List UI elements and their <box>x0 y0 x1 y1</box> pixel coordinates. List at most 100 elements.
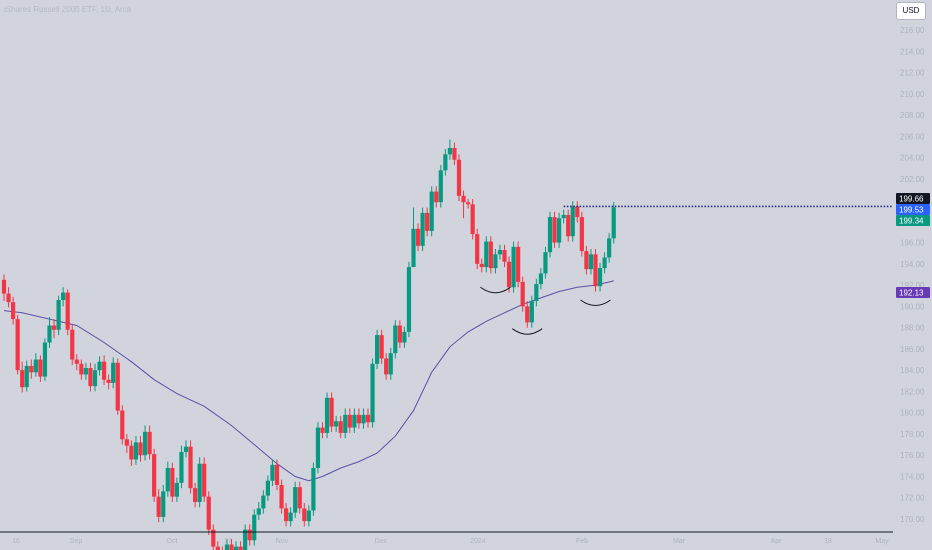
candle[interactable] <box>384 353 389 380</box>
candle[interactable] <box>434 186 439 208</box>
candle[interactable] <box>261 490 266 514</box>
candle[interactable] <box>534 278 539 307</box>
candle[interactable] <box>406 261 412 338</box>
candle[interactable] <box>220 546 224 550</box>
candle[interactable] <box>106 374 111 390</box>
candle[interactable] <box>156 489 161 523</box>
candle[interactable] <box>274 459 280 491</box>
candle[interactable] <box>138 436 143 462</box>
candle[interactable] <box>238 541 243 550</box>
candle[interactable] <box>607 233 612 263</box>
candlesticks[interactable] <box>1 139 616 550</box>
candle[interactable] <box>79 359 84 380</box>
candle[interactable] <box>588 248 594 275</box>
candle[interactable] <box>597 262 603 292</box>
candle[interactable] <box>379 329 384 364</box>
candle[interactable] <box>393 320 398 359</box>
candle[interactable] <box>302 503 307 527</box>
candle[interactable] <box>243 524 248 550</box>
candle[interactable] <box>6 287 11 308</box>
candle[interactable] <box>229 539 234 550</box>
candle[interactable] <box>575 201 580 223</box>
candle[interactable] <box>511 241 516 293</box>
candle[interactable] <box>484 236 489 273</box>
candle[interactable] <box>129 440 134 466</box>
candle[interactable] <box>584 245 589 275</box>
candle[interactable] <box>352 408 357 433</box>
candle[interactable] <box>338 415 343 439</box>
candle[interactable] <box>502 244 507 268</box>
candle[interactable] <box>438 165 443 208</box>
candle[interactable] <box>593 248 598 292</box>
candle[interactable] <box>152 448 157 502</box>
candle[interactable] <box>142 425 148 461</box>
candle[interactable] <box>579 211 584 257</box>
candle[interactable] <box>161 484 166 523</box>
candle[interactable] <box>520 276 525 312</box>
candle[interactable] <box>83 362 88 380</box>
candle[interactable] <box>256 501 261 521</box>
candle[interactable] <box>479 258 484 273</box>
candle[interactable] <box>252 509 257 546</box>
candle[interactable] <box>88 362 93 392</box>
candle[interactable] <box>506 256 512 293</box>
candle[interactable] <box>111 357 116 389</box>
candle[interactable] <box>15 314 20 375</box>
candle[interactable] <box>197 457 202 508</box>
candle[interactable] <box>461 190 466 219</box>
candle[interactable] <box>70 324 75 365</box>
candle[interactable] <box>215 541 220 550</box>
candle[interactable] <box>206 491 211 535</box>
candle[interactable] <box>133 436 139 465</box>
candle[interactable] <box>65 289 70 336</box>
candle[interactable] <box>247 524 252 546</box>
candle[interactable] <box>611 202 616 244</box>
candle[interactable] <box>174 477 179 502</box>
candle[interactable] <box>224 539 230 550</box>
candle[interactable] <box>270 459 275 487</box>
candle[interactable] <box>470 199 475 240</box>
candle[interactable] <box>147 425 152 460</box>
candle[interactable] <box>47 317 52 348</box>
candle[interactable] <box>334 415 339 432</box>
candle[interactable] <box>402 326 407 348</box>
candle[interactable] <box>411 207 416 268</box>
candle[interactable] <box>33 353 38 377</box>
candle[interactable] <box>188 440 193 494</box>
candle[interactable] <box>602 252 607 274</box>
time-axis[interactable]: 16 Sep Oct 17 Nov Dec 2024 Feb Mar Apr 18 May <box>0 531 893 545</box>
candle[interactable] <box>211 524 216 550</box>
candle[interactable] <box>233 541 239 550</box>
candle[interactable] <box>115 358 120 415</box>
candle[interactable] <box>102 355 107 386</box>
candle[interactable] <box>547 211 553 258</box>
candle[interactable] <box>265 475 270 501</box>
candle[interactable] <box>525 301 530 328</box>
candle[interactable] <box>284 503 289 527</box>
candle[interactable] <box>320 422 325 439</box>
candle[interactable] <box>361 408 366 429</box>
candle[interactable] <box>497 244 503 260</box>
candle[interactable] <box>570 201 575 242</box>
candle[interactable] <box>61 287 66 307</box>
candle[interactable] <box>279 479 284 514</box>
candle[interactable] <box>543 246 548 279</box>
candle[interactable] <box>92 363 98 392</box>
candle[interactable] <box>20 361 25 393</box>
candle[interactable] <box>311 462 316 516</box>
candle[interactable] <box>97 356 102 376</box>
candle[interactable] <box>120 405 125 445</box>
price-axis[interactable]: 216.00 214.00 212.00 210.00 208.00 206.00 204.… <box>900 26 925 524</box>
candle[interactable] <box>475 228 480 270</box>
candle[interactable] <box>552 211 557 248</box>
candle[interactable] <box>179 445 184 489</box>
candle[interactable] <box>425 207 430 237</box>
candle[interactable] <box>420 207 425 252</box>
candle[interactable] <box>193 482 198 508</box>
candle[interactable] <box>11 296 16 325</box>
candle[interactable] <box>365 408 371 428</box>
candle[interactable] <box>343 408 348 439</box>
candle[interactable] <box>38 355 43 382</box>
candle[interactable] <box>488 236 493 274</box>
